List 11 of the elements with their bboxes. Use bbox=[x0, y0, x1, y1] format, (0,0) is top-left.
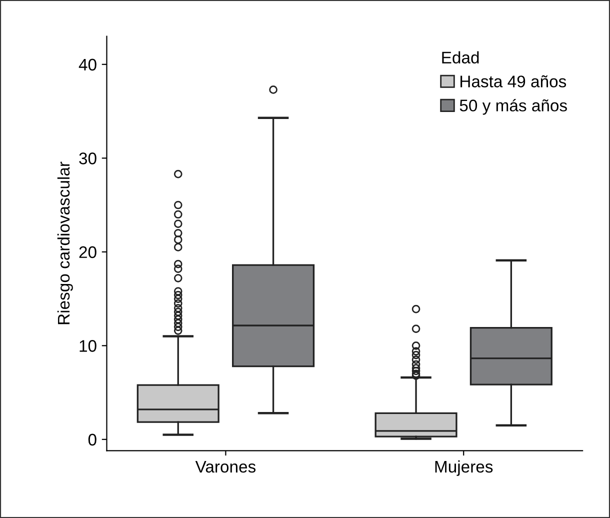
y-tick-label: 20 bbox=[79, 246, 96, 258]
legend-title: Edad bbox=[442, 51, 479, 64]
y-tick-label: 30 bbox=[79, 152, 96, 164]
legend-label: 50 y más años bbox=[460, 99, 567, 115]
x-tick-label: Mujeres bbox=[435, 460, 493, 476]
y-tick-label: 40 bbox=[78, 58, 96, 71]
y-tick-label: 10 bbox=[80, 340, 96, 352]
y-tick-label: 0 bbox=[88, 434, 96, 446]
legend-label: Hasta 49 años bbox=[460, 75, 566, 88]
x-tick-label: Varones bbox=[195, 460, 256, 473]
y-axis-title: Riesgo cardiovascular bbox=[57, 162, 73, 324]
